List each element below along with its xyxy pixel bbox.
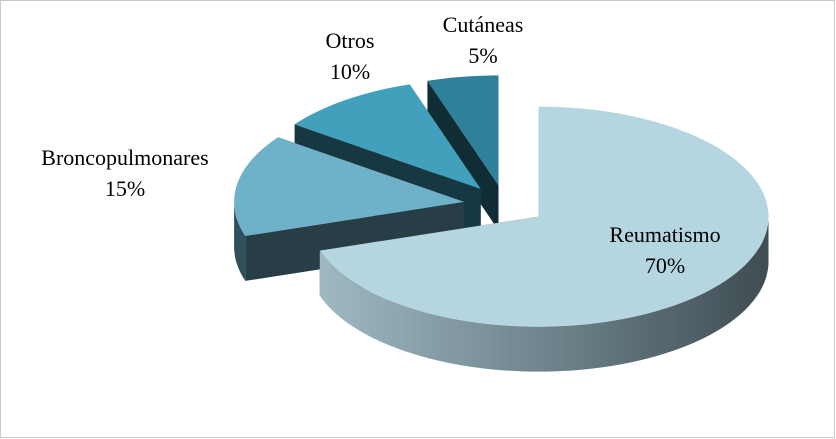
slice-top (427, 75, 499, 186)
slice-side (427, 80, 499, 231)
value-label: 70% (645, 253, 685, 278)
slice-wall (319, 216, 769, 372)
slice-top (234, 137, 465, 236)
pie-slice (319, 106, 769, 372)
slice-wall (234, 201, 246, 281)
value-label: 10% (330, 59, 370, 84)
value-label: 5% (468, 43, 497, 68)
slice-top (294, 84, 481, 189)
pie-slice (427, 75, 499, 231)
value-label: 15% (105, 176, 145, 201)
category-label: Broncopulmonares (41, 145, 208, 170)
category-label: Reumatismo (609, 222, 720, 247)
pie (234, 75, 769, 372)
category-label: Otros (326, 28, 375, 53)
category-label: Cutáneas (443, 12, 524, 37)
slice-side (245, 201, 465, 281)
slice-top (319, 106, 769, 327)
labels: Reumatismo 70% Broncopulmonares 15% Otros 10%… (41, 12, 720, 278)
pie-slice (234, 137, 465, 281)
